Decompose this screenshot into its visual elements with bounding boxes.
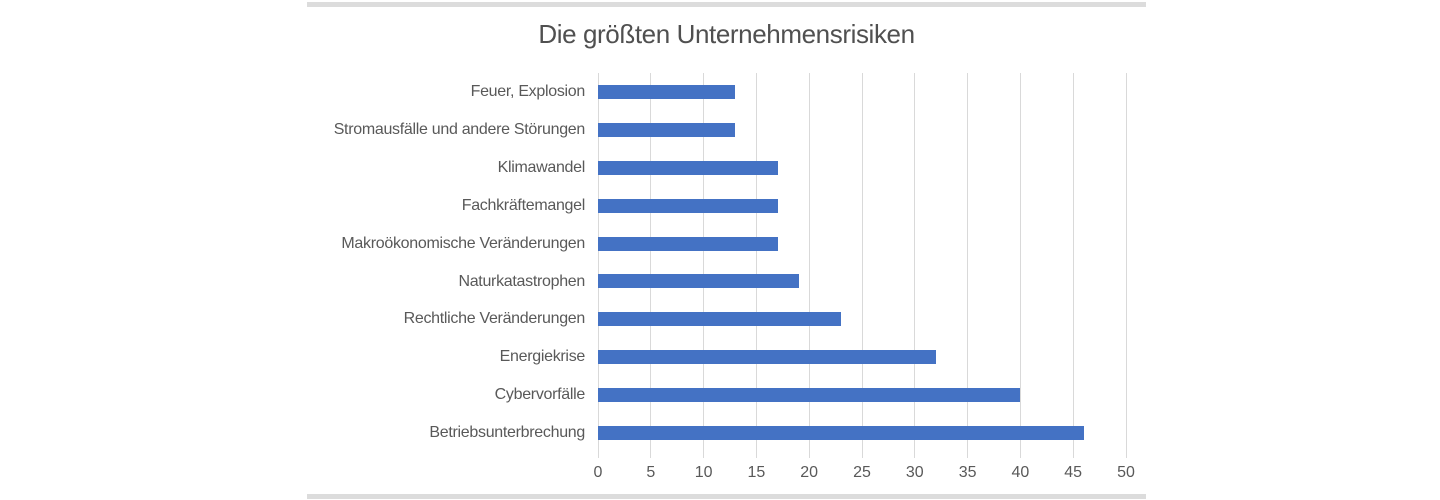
x-tick-label: 25 <box>853 464 871 481</box>
bar-10 <box>598 426 1084 441</box>
category-label: Energiekrise <box>499 348 586 366</box>
gridline <box>808 73 810 452</box>
bar-7 <box>598 312 841 327</box>
plot-area <box>598 73 1127 452</box>
axis-tick <box>598 452 599 458</box>
category-label: Makroökonomische Veränderungen <box>341 234 585 252</box>
bar-6 <box>598 274 799 289</box>
x-tick-label: 20 <box>800 464 819 481</box>
gridline <box>914 73 916 452</box>
category-label: Rechtliche Veränderungen <box>403 310 586 328</box>
gridline <box>755 73 757 452</box>
axis-tick <box>967 452 969 458</box>
x-tick-label: 15 <box>747 464 766 481</box>
bar-9 <box>598 388 1021 403</box>
axis-tick <box>703 452 705 458</box>
bar-1 <box>598 84 736 99</box>
category-axis: Feuer, Explosion Stromausfälle und andere… <box>302 73 586 452</box>
gridline <box>1019 73 1021 452</box>
gridline <box>1125 73 1127 452</box>
bar-4 <box>598 198 778 213</box>
chart-border-bottom <box>307 494 1146 499</box>
axis-tick <box>808 452 810 458</box>
x-tick-label: 0 <box>593 464 603 481</box>
category-label: Klimawandel <box>497 158 586 176</box>
x-tick-label: 50 <box>1117 464 1135 481</box>
gridline <box>861 73 863 452</box>
category-label: Fachkräftemangel <box>461 196 586 214</box>
chart-border-top <box>307 2 1146 7</box>
category-label: Naturkatastrophen <box>458 272 585 290</box>
x-tick-label: 40 <box>1011 464 1030 481</box>
category-label: Stromausfälle und andere Störungen <box>333 120 586 138</box>
gridline <box>967 73 969 452</box>
axis-tick <box>650 452 652 458</box>
axis-tick <box>861 452 863 458</box>
value-axis: 0 5 10 15 20 25 30 35 40 45 50 <box>594 452 1135 497</box>
axis-tick <box>1125 452 1127 458</box>
gridline <box>1072 73 1074 452</box>
axis-tick <box>755 452 757 458</box>
x-tick-label: 5 <box>646 464 656 481</box>
axis-tick <box>1072 452 1074 458</box>
chart-title: Die größten Unternehmensrisiken <box>538 19 915 49</box>
gridline <box>703 73 705 452</box>
category-label: Betriebsunterbrechung <box>429 424 585 442</box>
bar-2 <box>598 122 736 137</box>
gridline <box>598 73 599 452</box>
x-tick-label: 30 <box>905 464 924 481</box>
x-tick-label: 45 <box>1064 464 1083 481</box>
bar-5 <box>598 236 778 251</box>
category-label: Cybervorfälle <box>494 386 586 404</box>
bar-3 <box>598 160 778 175</box>
x-tick-label: 35 <box>958 464 977 481</box>
x-tick-label: 10 <box>694 464 713 481</box>
axis-tick <box>914 452 916 458</box>
category-label: Feuer, Explosion <box>470 83 586 100</box>
axis-tick <box>1019 452 1021 458</box>
bar-8 <box>598 350 936 365</box>
gridline <box>650 73 652 452</box>
